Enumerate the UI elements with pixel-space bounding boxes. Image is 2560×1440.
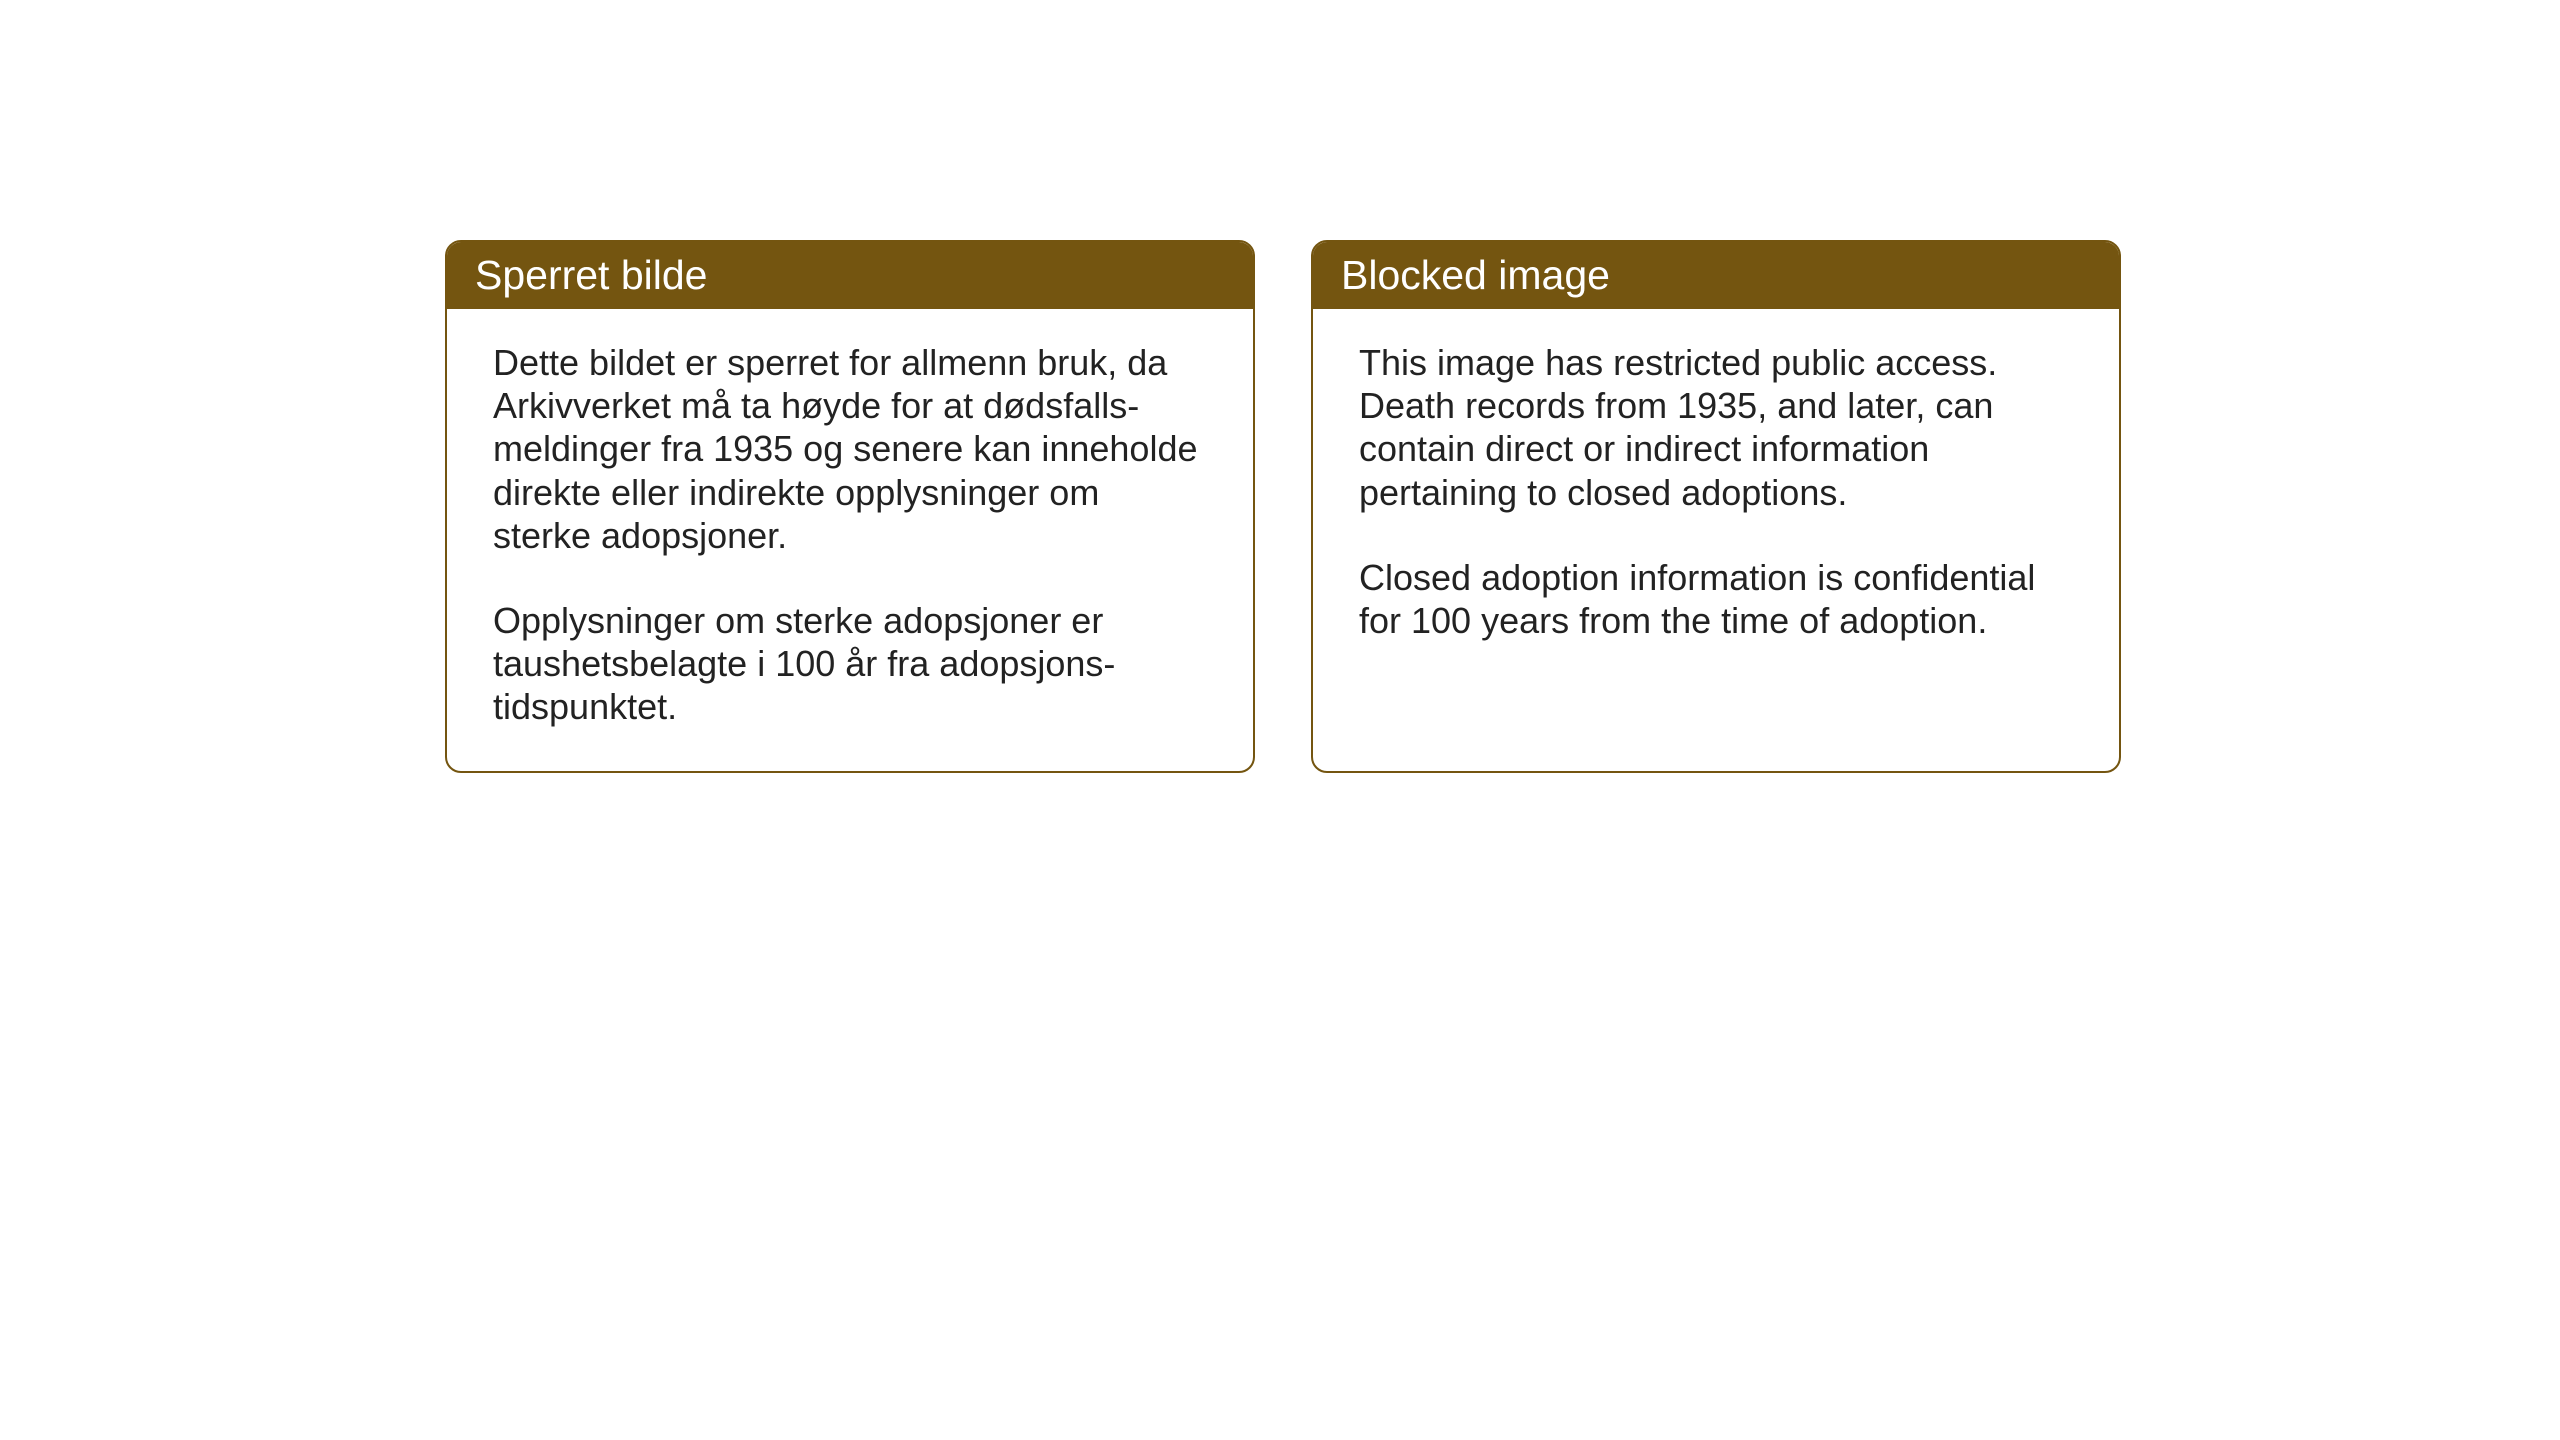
card-paragraph-norwegian-1: Dette bildet er sperret for allmenn bruk… <box>493 341 1207 557</box>
card-title-english: Blocked image <box>1341 252 1610 298</box>
card-paragraph-english-2: Closed adoption information is confident… <box>1359 556 2073 642</box>
card-body-norwegian: Dette bildet er sperret for allmenn bruk… <box>447 309 1253 771</box>
card-body-english: This image has restricted public access.… <box>1313 309 2119 749</box>
card-header-norwegian: Sperret bilde <box>447 242 1253 309</box>
card-header-english: Blocked image <box>1313 242 2119 309</box>
card-title-norwegian: Sperret bilde <box>475 252 707 298</box>
card-paragraph-english-1: This image has restricted public access.… <box>1359 341 2073 514</box>
card-paragraph-norwegian-2: Opplysninger om sterke adopsjoner er tau… <box>493 599 1207 729</box>
info-card-english: Blocked image This image has restricted … <box>1311 240 2121 773</box>
info-card-norwegian: Sperret bilde Dette bildet er sperret fo… <box>445 240 1255 773</box>
info-cards-container: Sperret bilde Dette bildet er sperret fo… <box>445 240 2121 773</box>
